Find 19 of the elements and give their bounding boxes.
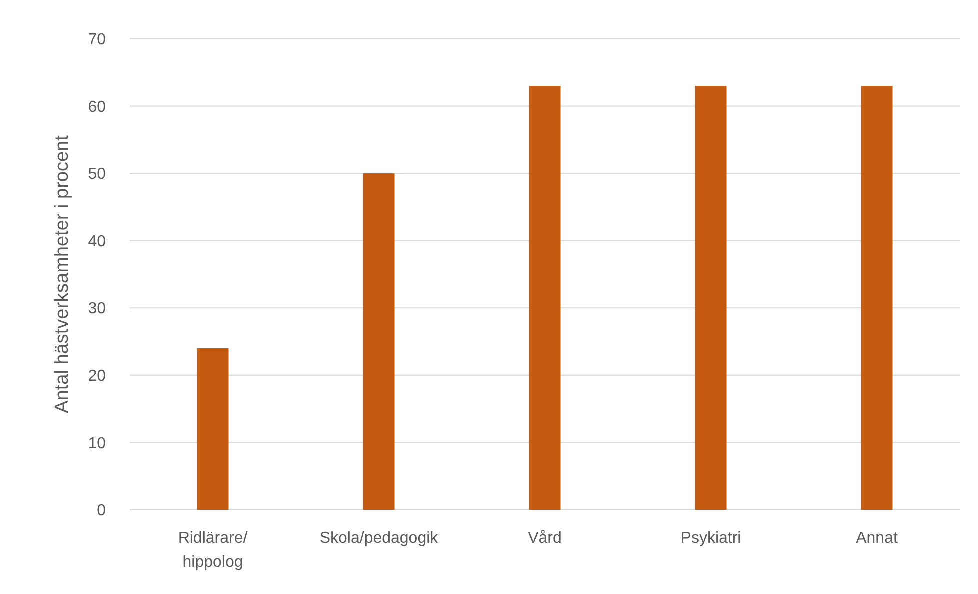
y-tick-label: 10 [88, 435, 106, 452]
y-tick-label: 70 [88, 32, 106, 49]
y-tick-label: 40 [88, 233, 106, 250]
x-tick-label: Ridlärare/hippolog [178, 530, 248, 571]
y-tick-label: 30 [88, 300, 106, 318]
x-tick-label: Skola/pedagogik [320, 530, 440, 547]
x-tick-label: Vård [528, 530, 562, 547]
y-tick-label: 20 [88, 368, 106, 386]
bar [363, 174, 395, 510]
y-tick-label: 50 [88, 166, 106, 184]
x-tick-label: Annat [856, 530, 898, 547]
y-axis-title: Antal hästverksamheter i procent [52, 134, 73, 414]
bar [529, 86, 561, 510]
bar [197, 348, 229, 510]
y-tick-label: 60 [88, 98, 106, 116]
x-tick-label: Psykiatri [680, 530, 742, 547]
bar [695, 86, 727, 510]
bar [861, 86, 893, 510]
y-tick-label: 0 [97, 502, 106, 520]
